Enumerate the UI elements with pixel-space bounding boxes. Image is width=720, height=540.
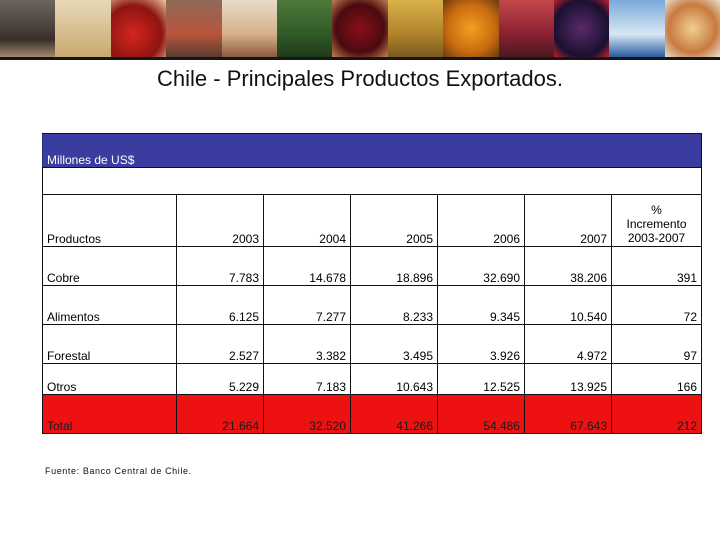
cell-pct: 97 bbox=[610, 324, 703, 364]
cell-value: 7.183 bbox=[263, 363, 351, 395]
cell-value: 32.690 bbox=[437, 246, 525, 286]
source-note: Fuente: Banco Central de Chile. bbox=[45, 466, 192, 476]
cell-value: 10.643 bbox=[350, 363, 438, 395]
column-header-productos: Productos bbox=[42, 194, 177, 247]
exports-table: Millones de US$ Productos 2003 2004 2005… bbox=[41, 133, 703, 434]
cell-value: 18.896 bbox=[350, 246, 438, 286]
cell-value: 7.277 bbox=[263, 285, 351, 325]
banner-photo-glacier bbox=[609, 0, 665, 57]
banner-divider bbox=[0, 57, 720, 60]
column-header-2006: 2006 bbox=[437, 194, 525, 247]
column-header-2003: 2003 bbox=[176, 194, 264, 247]
banner-photo-wheat bbox=[387, 0, 444, 57]
banner-photo-vineyard bbox=[498, 0, 554, 57]
table-unit-row: Millones de US$ bbox=[41, 133, 703, 168]
cell-value: 67.643 bbox=[524, 394, 612, 434]
banner-photo-peach bbox=[443, 0, 499, 57]
cell-value: 3.382 bbox=[263, 324, 351, 364]
column-header-2004: 2004 bbox=[263, 194, 351, 247]
row-label: Alimentos bbox=[42, 285, 177, 325]
cell-value: 5.229 bbox=[176, 363, 264, 395]
banner-photo-cherries bbox=[332, 0, 388, 57]
banner-photo-seafood bbox=[664, 0, 720, 57]
banner-photo-salmon bbox=[221, 0, 277, 57]
cell-value: 54.486 bbox=[437, 394, 525, 434]
cell-value: 32.520 bbox=[263, 394, 351, 434]
table-spacer-row bbox=[41, 167, 703, 195]
banner-photo-road bbox=[0, 0, 56, 57]
row-label: Forestal bbox=[42, 324, 177, 364]
row-label: Otros bbox=[42, 363, 177, 395]
photo-banner bbox=[0, 0, 720, 57]
cell-value: 38.206 bbox=[524, 246, 612, 286]
cell-pct: 391 bbox=[610, 246, 703, 286]
column-header-pct-increase: % Incremento 2003-2007 bbox=[610, 194, 703, 247]
cell-value: 2.527 bbox=[176, 324, 264, 364]
banner-photo-wine bbox=[55, 0, 111, 57]
unit-label: Millones de US$ bbox=[41, 133, 703, 168]
table-row-cobre: Cobre 7.783 14.678 18.896 32.690 38.206 … bbox=[42, 246, 703, 286]
banner-photo-desert bbox=[166, 0, 222, 57]
banner-photo-tomatoes bbox=[110, 0, 167, 57]
cell-value: 8.233 bbox=[350, 285, 438, 325]
table-row-alimentos: Alimentos 6.125 7.277 8.233 9.345 10.540… bbox=[42, 285, 703, 325]
table-row-total: Total 21.664 32.520 41.266 54.486 67.643… bbox=[42, 394, 703, 434]
cell-value: 41.266 bbox=[350, 394, 438, 434]
table-row-forestal: Forestal 2.527 3.382 3.495 3.926 4.972 9… bbox=[42, 324, 703, 364]
row-label: Cobre bbox=[42, 246, 177, 286]
cell-pct: 166 bbox=[610, 363, 703, 395]
cell-value: 3.926 bbox=[437, 324, 525, 364]
cell-value: 21.664 bbox=[176, 394, 264, 434]
banner-photo-forest bbox=[276, 0, 333, 57]
column-header-2007: 2007 bbox=[524, 194, 612, 247]
banner-photo-grapes bbox=[553, 0, 610, 57]
cell-value: 6.125 bbox=[176, 285, 264, 325]
cell-value: 4.972 bbox=[524, 324, 612, 364]
cell-pct: 212 bbox=[610, 394, 703, 434]
cell-value: 14.678 bbox=[263, 246, 351, 286]
cell-value: 10.540 bbox=[524, 285, 612, 325]
table-header-row: Productos 2003 2004 2005 2006 2007 % Incr… bbox=[42, 194, 703, 247]
table-row-otros: Otros 5.229 7.183 10.643 12.525 13.925 1… bbox=[42, 363, 703, 395]
cell-value: 12.525 bbox=[437, 363, 525, 395]
cell-value: 3.495 bbox=[350, 324, 438, 364]
column-header-2005: 2005 bbox=[350, 194, 438, 247]
cell-pct: 72 bbox=[610, 285, 703, 325]
page-title: Chile - Principales Productos Exportados… bbox=[157, 66, 563, 91]
cell-value: 9.345 bbox=[437, 285, 525, 325]
cell-value: 7.783 bbox=[176, 246, 264, 286]
row-label: Total bbox=[42, 394, 177, 434]
cell-value: 13.925 bbox=[524, 363, 612, 395]
